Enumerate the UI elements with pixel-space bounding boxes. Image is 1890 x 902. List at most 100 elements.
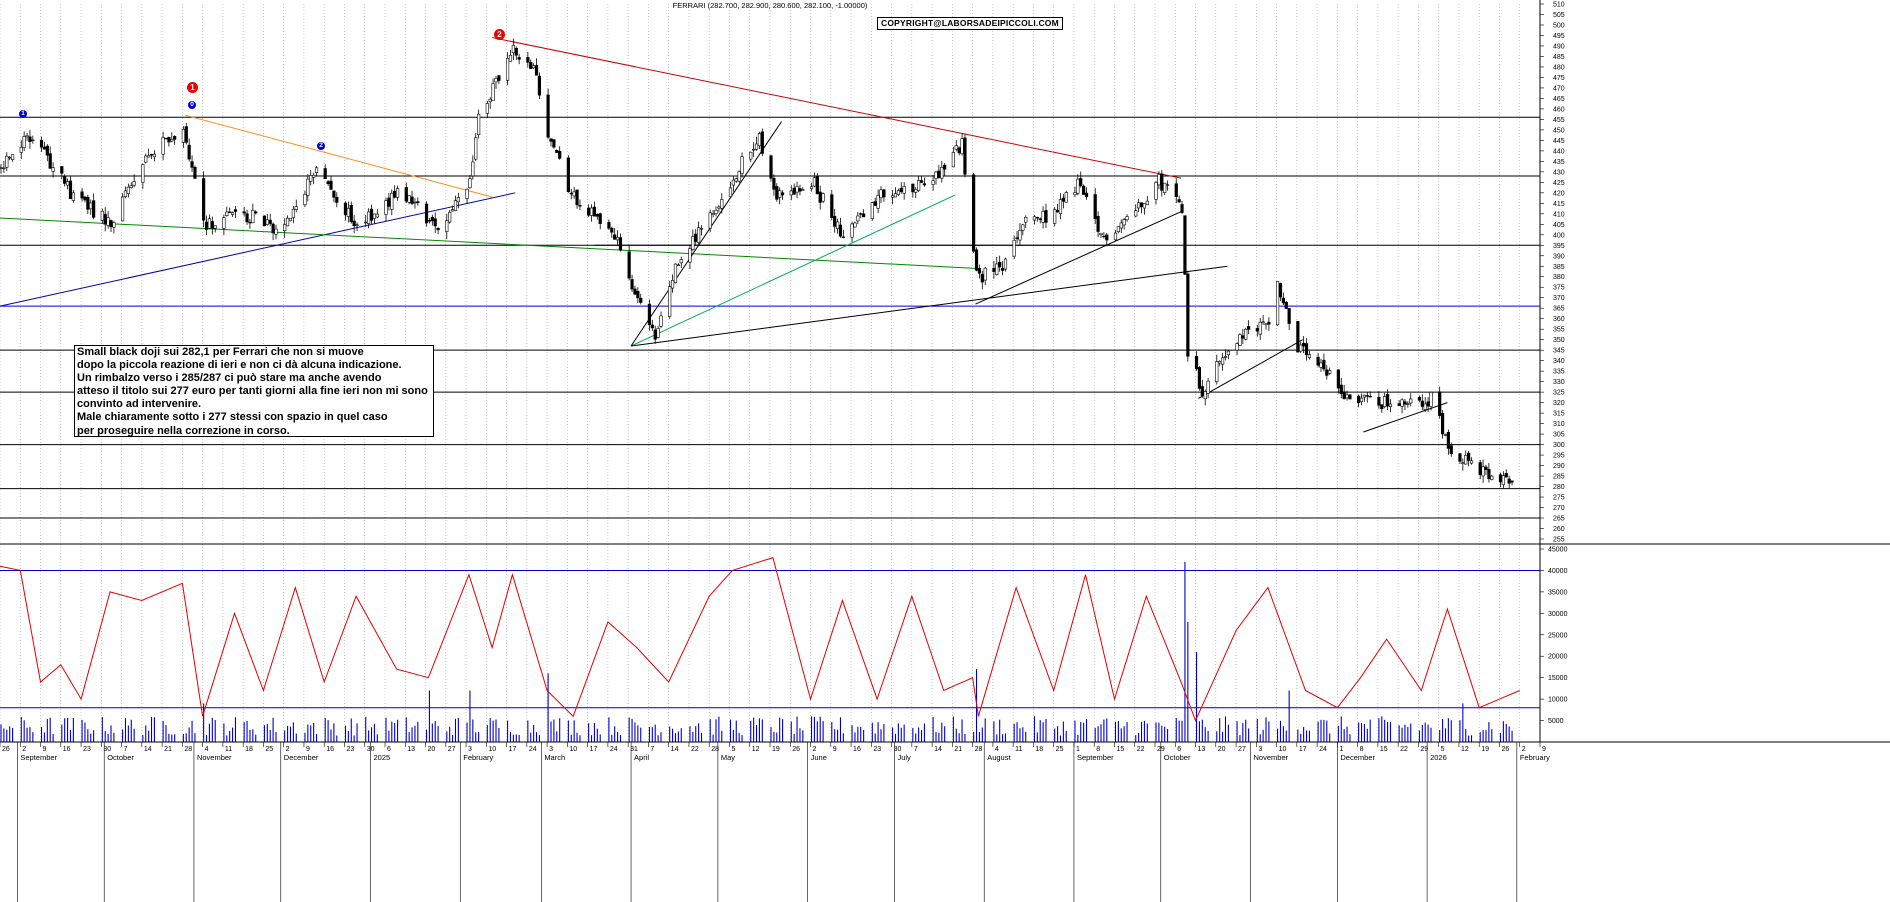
day-label: 17 <box>509 746 517 753</box>
candle-body <box>728 187 733 198</box>
day-label: 14 <box>144 746 152 753</box>
day-label: 9 <box>1542 746 1546 753</box>
candle-body <box>607 222 611 229</box>
candle-body <box>1281 297 1285 304</box>
candle-body <box>919 180 924 183</box>
candle-body <box>1264 323 1268 325</box>
candle-body <box>931 180 935 185</box>
candle-body <box>566 157 570 193</box>
candle-body <box>876 194 880 209</box>
month-label: October <box>107 753 134 762</box>
candle-body <box>537 75 542 96</box>
month-label: December <box>1340 753 1375 762</box>
day-label: 23 <box>83 746 91 753</box>
day-label: 23 <box>346 746 354 753</box>
candle-body <box>650 324 654 329</box>
day-label: 27 <box>448 746 456 753</box>
wave-marker-blue-2: 2 <box>317 142 325 150</box>
candle-body <box>879 189 883 199</box>
candle-body <box>592 206 597 217</box>
candle-body <box>485 103 489 114</box>
candle-body <box>48 153 52 169</box>
price-tick-label: 385 <box>1553 264 1565 271</box>
candle-body <box>303 194 307 206</box>
candle-body <box>749 151 753 160</box>
price-axis: 255 260 265 270 275 280 285 290 295 300 305 310 315 3… <box>1540 2 1565 544</box>
comment-box: Small black doji sui 282,1 per Ferrari c… <box>74 345 434 437</box>
candle-body <box>477 113 481 135</box>
price-tick-label: 315 <box>1553 411 1565 418</box>
price-candles <box>0 38 1514 489</box>
day-label: 5 <box>1441 746 1445 753</box>
candle-body <box>5 155 9 168</box>
month-label: September <box>20 753 57 762</box>
price-tick-label: 300 <box>1553 442 1565 449</box>
candle-body <box>1449 445 1453 455</box>
candle-body <box>963 137 967 175</box>
candle-body <box>899 187 903 192</box>
day-label: 5 <box>731 746 735 753</box>
candle-body <box>995 263 999 276</box>
candle-body <box>1345 394 1349 399</box>
candle-body <box>112 222 116 228</box>
candle-body <box>1348 394 1352 400</box>
candle-body <box>491 83 495 101</box>
candle-body <box>752 148 756 151</box>
candle-body <box>1053 209 1057 224</box>
price-tick-label: 345 <box>1553 348 1565 355</box>
candle-body <box>957 147 961 154</box>
candle-body <box>760 131 764 154</box>
candle-body <box>141 164 145 183</box>
candle-body <box>80 191 84 199</box>
price-tick-label: 510 <box>1553 2 1565 9</box>
candle-body <box>346 207 350 217</box>
candle-body <box>1024 217 1028 223</box>
day-label: 8 <box>1096 746 1100 753</box>
candle-body <box>835 221 840 229</box>
price-tick-label: 375 <box>1553 285 1565 292</box>
candle-body <box>230 212 235 215</box>
price-tick-label: 420 <box>1553 190 1565 197</box>
volume-tick-label: 30000 <box>1548 611 1568 618</box>
day-label: 7 <box>650 746 654 753</box>
candle-body <box>265 219 269 225</box>
candle-body <box>1018 229 1022 241</box>
candle-body <box>754 143 759 150</box>
candle-body <box>1328 370 1332 374</box>
candle-body <box>1035 217 1039 219</box>
candle-body <box>450 209 455 212</box>
price-tick-label: 410 <box>1553 211 1565 218</box>
candle-body <box>274 228 278 235</box>
price-tick-label: 415 <box>1553 201 1565 208</box>
candle-body <box>940 167 944 179</box>
candle-body <box>170 139 174 142</box>
day-label: 13 <box>407 746 415 753</box>
candle-body <box>1261 321 1265 324</box>
candle-body <box>1084 192 1089 197</box>
candle-body <box>757 133 762 147</box>
candle-body <box>71 192 75 201</box>
candle-body <box>676 264 680 266</box>
candle-body <box>1406 403 1410 405</box>
date-axis: 26 2 9 16 23 30 7 14 21 28 4 11 18 25 2 9 16 23 30 6 13 20 27 3… <box>0 742 1550 902</box>
candle-body <box>951 152 955 168</box>
candle-body <box>202 178 206 221</box>
price-tick-label: 295 <box>1553 453 1565 460</box>
candle-body <box>288 218 293 222</box>
candle-body <box>778 190 782 198</box>
candle-body <box>983 267 987 281</box>
day-label: 21 <box>954 746 962 753</box>
day-label: 13 <box>1198 746 1206 753</box>
day-label: 8 <box>1360 746 1364 753</box>
day-label: 7 <box>124 746 128 753</box>
copyright-label: COPYRIGHT@LABORSADEIPICCOLI.COM <box>877 17 1063 30</box>
candle-body <box>1163 182 1167 193</box>
trendline <box>630 265 1228 347</box>
candle-body <box>812 177 817 187</box>
price-tick-label: 255 <box>1553 537 1565 544</box>
candle-body <box>271 223 275 234</box>
candle-body <box>1403 401 1407 405</box>
candle-body <box>1223 356 1228 358</box>
candle-body <box>395 188 400 198</box>
price-tick-label: 485 <box>1553 54 1565 61</box>
